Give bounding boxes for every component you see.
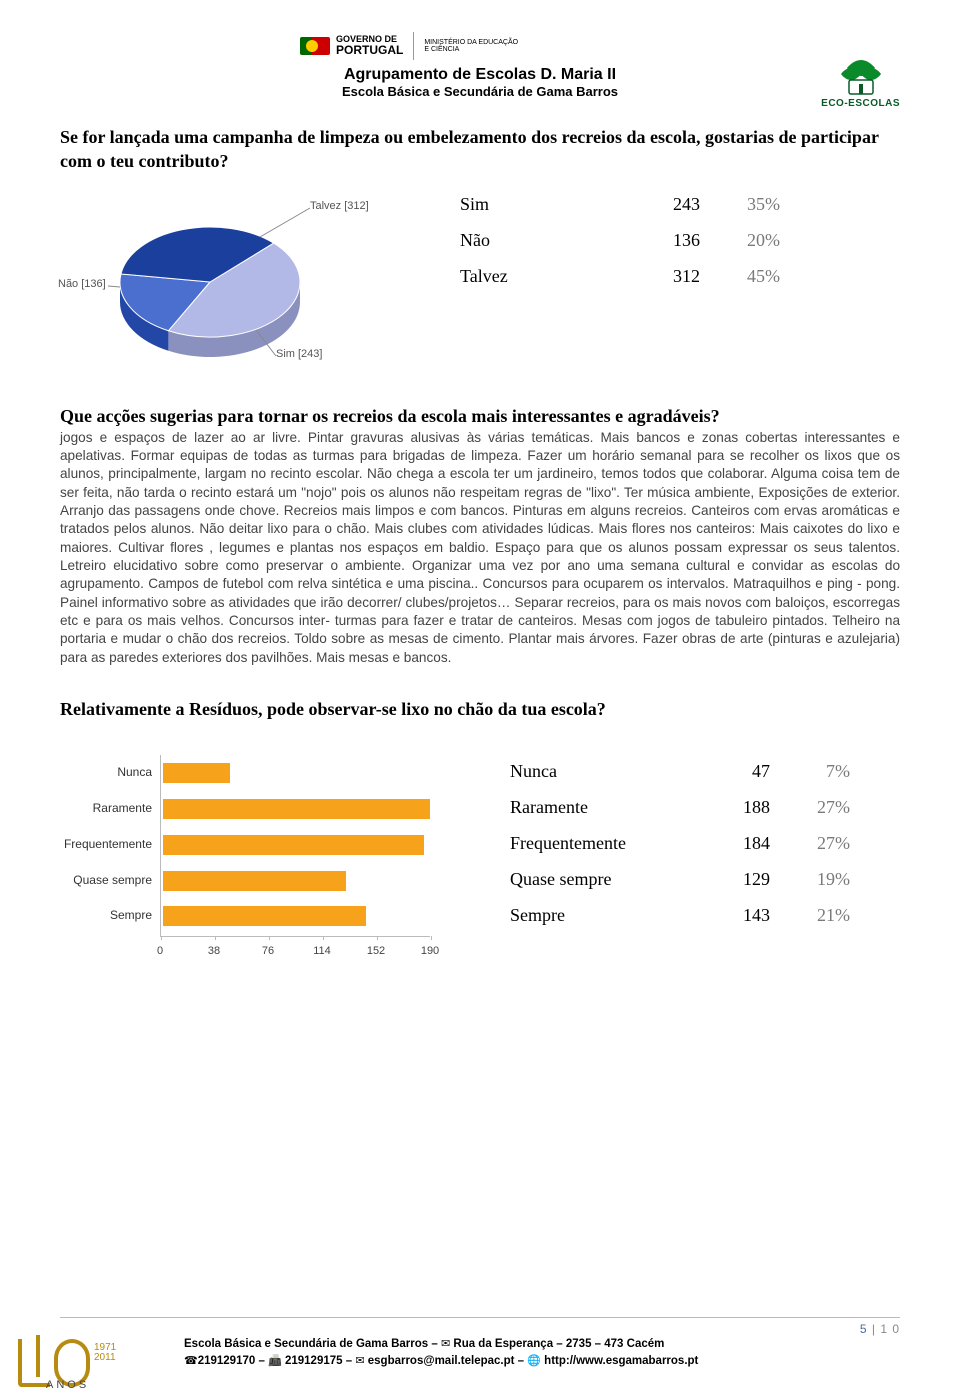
q1-pie-chart: Talvez [312] Não [136] Sim [243]: [60, 182, 440, 382]
ministry-line2: E CIÊNCIA: [424, 46, 518, 53]
anniv-year-end: 2011: [94, 1352, 116, 1363]
footer-street: Rua da Esperança – 2735 – 473 Cacém: [453, 1338, 664, 1350]
table-row: Não13620%: [460, 222, 780, 258]
globe-icon: 🌐: [527, 1355, 541, 1367]
org-title: Agrupamento de Escolas D. Maria II: [60, 66, 900, 84]
org-subtitle: Escola Básica e Secundária de Gama Barro…: [60, 84, 900, 99]
bar-category-label: Nunca: [60, 765, 152, 779]
page-current: 5: [860, 1322, 867, 1336]
mail-icon: ✉: [355, 1355, 364, 1367]
q3-heading: Relativamente a Resíduos, pode observar-…: [60, 697, 900, 721]
q1-table: Sim24335%Não13620%Talvez31245%: [460, 186, 780, 294]
page-number: 5 | 1 0: [60, 1322, 900, 1336]
q3-table: Nunca477%Raramente18827%Frequentemente18…: [510, 753, 850, 933]
pie-label: Sim [243]: [276, 348, 322, 360]
q2-heading: Que acções sugerias para tornar os recre…: [60, 406, 900, 427]
table-row: Talvez31245%: [460, 258, 780, 294]
bar-xtick-label: 114: [313, 945, 331, 957]
ministry-line1: MINISTÉRIO DA EDUCAÇÃO: [424, 39, 518, 46]
bar: [163, 835, 424, 855]
q3-bar-chart: Nunca Raramente Frequentemente Quase sempre…: [60, 747, 430, 967]
bar: [163, 906, 366, 926]
q1-heading: Se for lançada uma campanha de limpeza o…: [60, 125, 900, 174]
bar-xtick-label: 190: [421, 945, 439, 957]
footer-url: http://www.esgamabarros.pt: [544, 1355, 698, 1367]
bar-category-label: Quase sempre: [60, 873, 152, 887]
header-logos: GOVERNO DE PORTUGAL MINISTÉRIO DA EDUCAÇ…: [300, 32, 900, 60]
bar: [163, 799, 430, 819]
anniversary-logo: 1971 2011 ANOS: [18, 1327, 138, 1389]
title-block: Agrupamento de Escolas D. Maria II Escol…: [60, 66, 900, 99]
table-row: Frequentemente18427%: [510, 825, 850, 861]
page-total: 1 0: [880, 1322, 900, 1336]
footer-phone: 219129170: [198, 1355, 256, 1367]
table-row: Raramente18827%: [510, 789, 850, 825]
bar-xtick-label: 0: [157, 945, 163, 957]
bar-category-label: Raramente: [60, 801, 152, 815]
portugal-flag-icon: [300, 37, 330, 55]
bar: [163, 871, 346, 891]
bar: [163, 763, 230, 783]
bar-xtick-label: 152: [367, 945, 385, 957]
table-row: Nunca477%: [510, 753, 850, 789]
eco-escolas-label: ECO-ESCOLAS: [821, 98, 900, 109]
page-footer: 5 | 1 0 Escola Básica e Secundária de Ga…: [60, 1317, 900, 1369]
divider: [413, 32, 414, 60]
anniv-label: ANOS: [46, 1379, 89, 1391]
table-row: Sim24335%: [460, 186, 780, 222]
pie-label: Não [136]: [58, 278, 106, 290]
table-row: Sempre14321%: [510, 897, 850, 933]
phone-icon: ☎: [184, 1355, 198, 1367]
footer-fax: 219129175: [285, 1355, 343, 1367]
eco-escolas-logo: ECO-ESCOLAS: [821, 54, 900, 109]
bar-xtick-label: 38: [208, 945, 220, 957]
q2-body: jogos e espaços de lazer ao ar livre. Pi…: [60, 429, 900, 667]
bar-category-label: Frequentemente: [60, 837, 152, 851]
bar-xtick-label: 76: [262, 945, 274, 957]
table-row: Quase sempre12919%: [510, 861, 850, 897]
pie-label: Talvez [312]: [310, 200, 369, 212]
footer-school-name: Escola Básica e Secundária de Gama Barro…: [184, 1338, 441, 1350]
gov-line2: PORTUGAL: [336, 44, 403, 57]
fax-icon: 📠: [268, 1355, 282, 1367]
bar-category-label: Sempre: [60, 908, 152, 922]
gov-portugal-logo: GOVERNO DE PORTUGAL: [300, 35, 403, 57]
footer-address: Escola Básica e Secundária de Gama Barro…: [184, 1336, 900, 1369]
envelope-icon: ✉: [441, 1338, 450, 1350]
footer-email: esgbarros@mail.telepac.pt: [368, 1355, 515, 1367]
